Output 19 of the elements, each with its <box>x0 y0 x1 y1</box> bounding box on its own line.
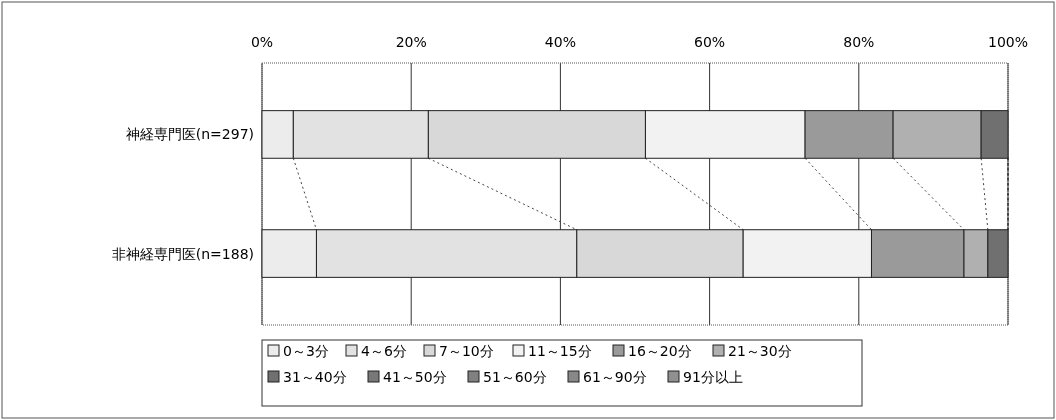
y-tick-label: 神経専門医(n=297) <box>125 126 254 143</box>
legend-label: 91分以上 <box>683 369 743 385</box>
legend-label: 41～50分 <box>383 369 447 385</box>
legend-label: 11～15分 <box>528 343 592 359</box>
legend-label: 0～3分 <box>283 343 329 359</box>
legend-label: 61～90分 <box>583 369 647 385</box>
legend-label: 16～20分 <box>628 343 692 359</box>
x-tick-label: 0% <box>250 34 274 50</box>
legend-label: 31～40分 <box>283 369 347 385</box>
x-tick-label: 80% <box>843 34 875 50</box>
legend-label: 7～10分 <box>439 343 494 359</box>
legend-label: 21～30分 <box>728 343 792 359</box>
x-tick-label: 100% <box>987 34 1029 50</box>
x-tick-label: 60% <box>694 34 726 50</box>
x-tick-label: 20% <box>395 34 427 50</box>
legend-label: 51～60分 <box>483 369 547 385</box>
legend-label: 4～6分 <box>361 343 407 359</box>
y-tick-label: 非神経専門医(n=188) <box>111 245 254 262</box>
x-tick-label: 40% <box>544 34 576 50</box>
